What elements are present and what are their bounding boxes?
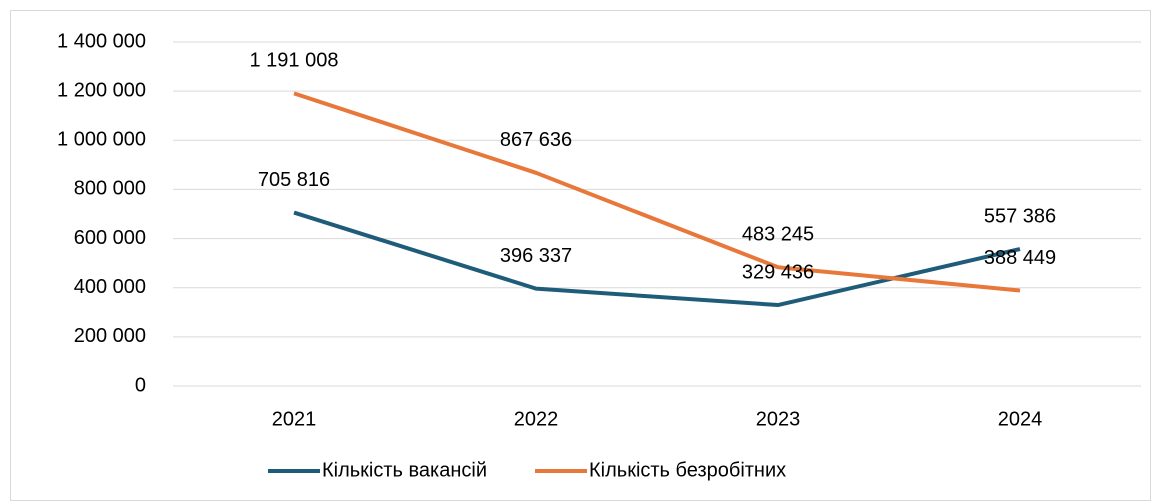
chart-border: [10, 10, 1151, 501]
y-tick-label: 200 000: [74, 325, 146, 347]
data-label: 396 337: [500, 245, 572, 267]
y-tick-label: 1 000 000: [57, 129, 146, 151]
legend-label: Кількість вакансій: [322, 459, 487, 481]
x-tick-label: 2021: [272, 408, 317, 430]
y-tick-label: 1 200 000: [57, 79, 146, 101]
series-line: [293, 91, 1021, 293]
data-label: 483 245: [742, 224, 814, 246]
data-label: 388 449: [984, 247, 1056, 269]
y-tick-label: 600 000: [74, 227, 146, 249]
x-tick-label: 2022: [514, 408, 559, 430]
data-label: 329 436: [742, 261, 814, 283]
y-tick-label: 1 400 000: [57, 30, 146, 52]
y-tick-label: 0: [135, 374, 146, 396]
x-tick-label: 2023: [756, 408, 801, 430]
data-label: 705 816: [258, 169, 330, 191]
data-label: 867 636: [500, 129, 572, 151]
x-tick-label: 2024: [998, 408, 1043, 430]
legend-label: Кількість безробітних: [589, 459, 786, 481]
data-label: 1 191 008: [250, 50, 339, 72]
y-tick-label: 800 000: [74, 178, 146, 200]
data-label: 557 386: [984, 205, 1056, 227]
y-tick-label: 400 000: [74, 276, 146, 298]
